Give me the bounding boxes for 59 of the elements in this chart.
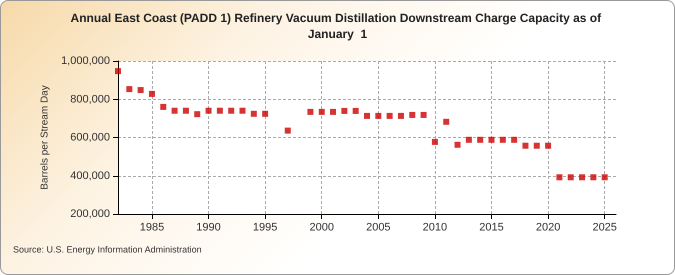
point: [228, 108, 234, 114]
point: [556, 174, 562, 180]
chart-title: Annual East Coast (PADD 1) Refinery Vacuum Distillation Downstream Charge Capacity as of January 1: [70, 11, 604, 41]
point: [240, 108, 246, 114]
y-tick-label: 1,000,000: [61, 55, 110, 67]
point: [579, 174, 586, 180]
point: [284, 128, 291, 134]
point: [522, 142, 528, 149]
point: [454, 142, 461, 148]
source-note: Source: U.S. Energy Information Administration: [13, 244, 202, 254]
x-tick-label: 2015: [479, 222, 504, 234]
point: [341, 108, 348, 114]
point: [216, 108, 223, 114]
point: [409, 112, 416, 118]
point: [590, 174, 596, 180]
y-tick-label: 800,000: [70, 93, 110, 106]
point: [206, 108, 212, 114]
point: [602, 174, 608, 180]
point: [420, 112, 427, 118]
point: [318, 108, 325, 115]
point: [443, 118, 450, 125]
point: [500, 136, 506, 143]
y-tick-label: 400,000: [70, 170, 110, 182]
point: [386, 112, 393, 119]
x-tick-label: 2000: [309, 222, 334, 234]
point: [398, 112, 404, 119]
point: [352, 108, 359, 114]
point: [262, 110, 268, 117]
x-tick-label: 2010: [422, 222, 448, 234]
point: [568, 174, 574, 180]
point: [148, 90, 155, 97]
point: [194, 111, 200, 118]
point: [126, 86, 132, 92]
point: [160, 104, 166, 110]
point: [182, 108, 189, 114]
point: [172, 108, 178, 114]
y-tick-label: 200,000: [70, 208, 110, 220]
point: [375, 112, 382, 119]
x-tick-label: 2025: [592, 222, 617, 234]
x-tick-label: 2005: [366, 222, 391, 234]
point: [330, 108, 336, 115]
point: [477, 136, 484, 143]
point: [115, 68, 121, 74]
point: [511, 136, 518, 143]
point: [250, 110, 257, 117]
point: [138, 87, 144, 94]
point: [432, 138, 438, 145]
point: [545, 142, 552, 149]
x-tick-label: 1995: [252, 222, 278, 234]
point: [488, 136, 494, 143]
y-tick-label: 600,000: [70, 132, 110, 144]
point: [466, 136, 472, 143]
x-tick-label: 1990: [196, 222, 221, 234]
x-tick-label: 2020: [536, 222, 560, 234]
y-axis-title: Barrels per Stream Day: [40, 85, 50, 190]
x-tick-label: 1985: [140, 222, 164, 234]
point: [534, 142, 540, 149]
point: [307, 108, 314, 115]
point: [364, 112, 370, 119]
